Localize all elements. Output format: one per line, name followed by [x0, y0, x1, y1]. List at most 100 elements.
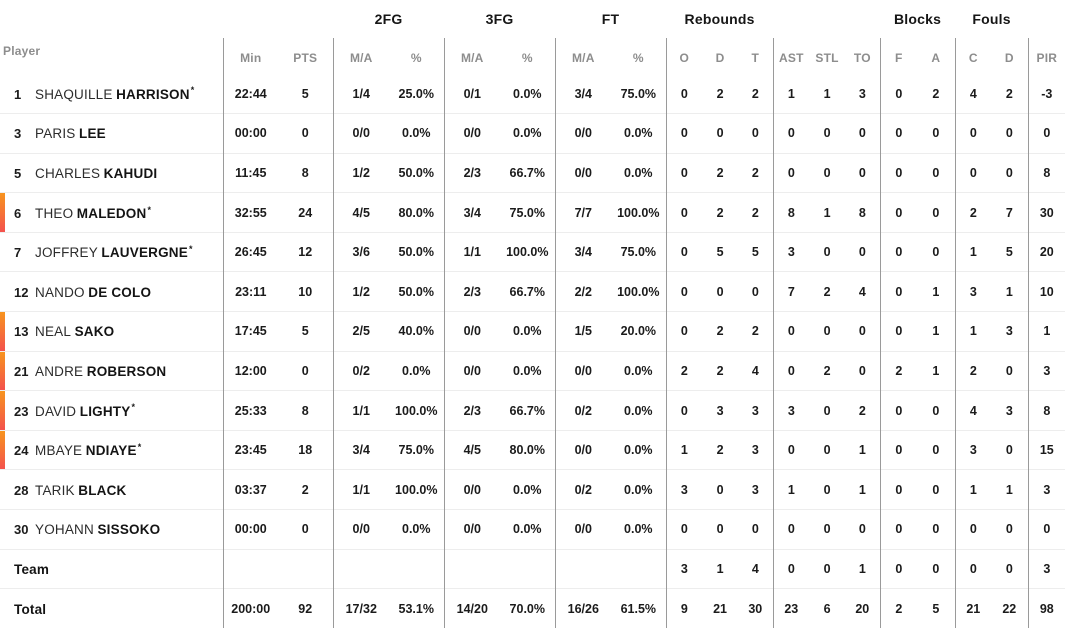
stat-block-f: 0	[879, 113, 918, 154]
player-number: 24	[14, 443, 29, 459]
table-row[interactable]: 24 MBAYE NDIAYE* 23:45 18 3/4 75.0% 4/5 8…	[0, 430, 1065, 470]
table-row[interactable]: 1 SHAQUILLE HARRISON* 22:44 5 1/4 25.0% 0…	[0, 74, 1065, 114]
stat-block-a: 1	[932, 324, 940, 339]
column-header-block-a: A	[931, 51, 941, 65]
table-row[interactable]: 28 TARIK BLACK 03:37 2 1/1 100.0% 0/0 0.0…	[0, 469, 1065, 510]
player-last-name: SAKO	[74, 324, 115, 340]
stat-3fg-ma: 3/4	[443, 192, 501, 233]
stat-reb-o: 3	[665, 549, 703, 589]
stat-3fg-ma: 0/1	[443, 74, 501, 114]
stat-3fg-pct: 80.0%	[509, 443, 545, 458]
starter-mark: *	[137, 442, 142, 453]
stat-2fg-ma	[332, 549, 389, 589]
column-header-player: Player	[3, 44, 41, 58]
table-row[interactable]: 5 CHARLES KAHUDI 11:45 8 1/2 50.0% 2/3 66…	[0, 153, 1065, 193]
column-header-foul-d: D	[1004, 51, 1014, 65]
stat-min: 23:11	[222, 271, 278, 312]
stat-ft-ma: 3/4	[554, 232, 612, 272]
stat-foul-d: 0	[1005, 165, 1013, 180]
stat-ast: 3	[772, 232, 810, 272]
player-number: 6	[14, 205, 22, 221]
group-header-3fg: 3FG	[485, 11, 514, 27]
stat-2fg-ma: 0/0	[332, 509, 389, 550]
stat-min: 25:33	[222, 390, 278, 431]
stat-reb-t: 2	[751, 324, 759, 339]
column-header-pts: PTS	[293, 51, 318, 65]
stat-pir: -3	[1027, 74, 1065, 114]
stat-ft-pct: 0.0%	[624, 363, 653, 378]
table-row[interactable]: 7 JOFFREY LAUVERGNE* 26:45 12 3/6 50.0% 1…	[0, 232, 1065, 272]
column-header-to: TO	[853, 51, 871, 65]
stat-min: 00:00	[222, 113, 278, 154]
stat-pir: 20	[1027, 232, 1065, 272]
player-number: 3	[14, 126, 22, 142]
stat-3fg-pct: 75.0%	[509, 205, 545, 220]
stat-ft-ma	[554, 549, 612, 589]
table-row: Total 200:00 92 17/32 53.1% 14/20 70.0% …	[0, 588, 1065, 629]
player-number: 1	[14, 86, 22, 102]
stat-foul-d: 22	[1002, 601, 1017, 616]
table-row[interactable]: 12 NANDO DE COLO 23:11 10 1/2 50.0% 2/3 6…	[0, 271, 1065, 312]
stat-pir: 1	[1027, 311, 1065, 352]
stat-pts: 0	[301, 522, 309, 537]
stat-pts: 8	[301, 165, 309, 180]
player-first-name: NEAL	[35, 324, 72, 340]
table-row[interactable]: 21 ANDRE ROBERSON 12:00 0 0/2 0.0% 0/0 0.…	[0, 351, 1065, 391]
stat-3fg-pct: 66.7%	[509, 284, 545, 299]
player-name: JOFFREY LAUVERGNE*	[35, 244, 192, 260]
player-name: ANDRE ROBERSON	[35, 364, 167, 380]
stat-ft-pct: 0.0%	[624, 482, 653, 497]
on-court-marker	[0, 391, 5, 430]
starter-mark: *	[190, 85, 195, 96]
stat-block-a: 0	[932, 126, 940, 141]
starter-mark: *	[147, 204, 151, 215]
stat-reb-o: 0	[665, 311, 703, 352]
stat-reb-t: 0	[751, 284, 759, 299]
player-last-name: BLACK	[78, 482, 127, 498]
stat-foul-c: 1	[954, 232, 992, 272]
stat-foul-d: 5	[1005, 245, 1013, 260]
player-cell: 3 PARIS LEE	[0, 114, 223, 154]
stat-reb-t: 0	[751, 126, 759, 141]
player-name: NANDO DE COLO	[35, 285, 152, 300]
stat-foul-d: 7	[1005, 205, 1013, 220]
stat-ft-pct: 75.0%	[620, 86, 657, 101]
player-first-name: ANDRE	[35, 364, 84, 380]
table-row[interactable]: 3 PARIS LEE 00:00 0 0/0 0.0% 0/0 0.0% 0/0…	[0, 113, 1065, 154]
table-row[interactable]: 6 THEO MALEDON* 32:55 24 4/5 80.0% 3/4 75…	[0, 192, 1065, 233]
table-row[interactable]: 13 NEAL SAKO 17:45 5 2/5 40.0% 0/0 0.0% 1…	[0, 311, 1065, 352]
stat-2fg-pct: 80.0%	[398, 205, 434, 220]
player-cell: 7 JOFFREY LAUVERGNE*	[0, 232, 223, 272]
stat-pir: 15	[1027, 430, 1065, 470]
column-header-ft-pct: %	[632, 51, 644, 65]
stat-block-f: 2	[879, 588, 918, 629]
stat-foul-c: 21	[954, 588, 992, 629]
stat-min: 11:45	[222, 153, 278, 193]
stat-block-a: 0	[932, 561, 940, 576]
stat-ast: 0	[772, 549, 810, 589]
table-row[interactable]: 23 DAVID LIGHTY* 25:33 8 1/1 100.0% 2/3 6…	[0, 390, 1065, 431]
stat-to: 4	[858, 284, 866, 299]
player-last-name: NDIAYE	[85, 443, 137, 459]
stat-foul-c: 0	[954, 549, 992, 589]
stat-ft-pct: 75.0%	[620, 245, 657, 260]
stat-stl: 0	[823, 126, 831, 141]
column-header-ft-ma: M/A	[554, 38, 612, 74]
group-spacer	[0, 0, 223, 38]
table-row: Team 3 1 4 0 0 1 0 0 0 0 3	[0, 549, 1065, 589]
stat-2fg-pct: 50.0%	[398, 245, 434, 260]
player-number: 12	[14, 284, 29, 300]
stat-reb-t: 3	[751, 482, 759, 497]
player-number: 28	[14, 482, 29, 498]
stat-ft-pct: 100.0%	[617, 284, 660, 299]
stat-block-a: 0	[932, 165, 940, 180]
stat-3fg-pct: 0.0%	[513, 324, 542, 339]
stat-2fg-pct: 0.0%	[402, 522, 431, 537]
stat-to: 1	[858, 561, 866, 576]
stat-foul-c: 1	[954, 311, 992, 352]
stat-to: 1	[858, 443, 866, 458]
table-row[interactable]: 30 YOHANN SISSOKO 00:00 0 0/0 0.0% 0/0 0.…	[0, 509, 1065, 550]
stat-3fg-ma: 0/0	[443, 469, 501, 510]
stat-to: 0	[858, 126, 866, 141]
